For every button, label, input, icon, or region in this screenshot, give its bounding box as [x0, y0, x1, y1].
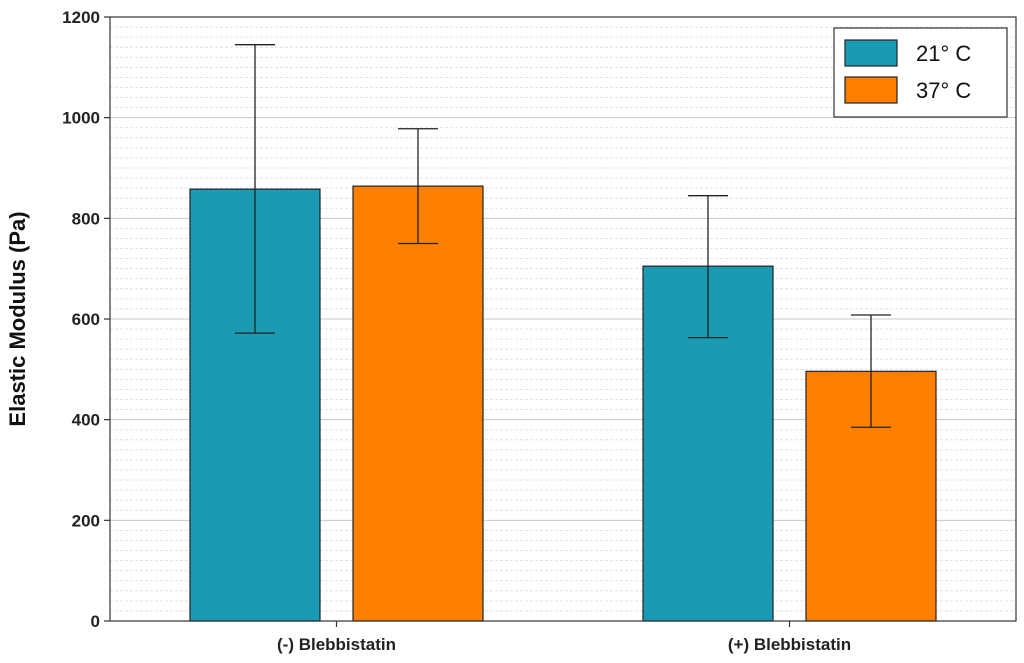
- y-tick-label: 800: [72, 209, 100, 228]
- y-tick-label: 1000: [62, 109, 100, 128]
- y-tick-label: 200: [72, 511, 100, 530]
- bar-series2-cat1: [352, 185, 484, 622]
- legend-swatch: [844, 76, 898, 104]
- y-tick-label: 600: [72, 310, 100, 329]
- x-axis: (-) Blebbistatin (+) Blebbistatin: [277, 621, 851, 654]
- legend-swatch: [844, 39, 898, 67]
- error-bars-group: [235, 44, 891, 428]
- x-category-label: (+) Blebbistatin: [728, 635, 851, 654]
- y-axis: 0 200 400 600 800 1000 1200: [62, 8, 110, 631]
- y-tick-label: 0: [91, 612, 100, 631]
- y-axis-title: Elastic Modulus (Pa): [5, 211, 30, 426]
- legend-label: 21° C: [916, 41, 971, 66]
- y-tick-label: 1200: [62, 8, 100, 27]
- legend-label: 37° C: [916, 78, 971, 103]
- x-category-label: (-) Blebbistatin: [277, 635, 396, 654]
- legend: 21° C 37° C: [833, 27, 1008, 118]
- y-tick-label: 400: [72, 411, 100, 430]
